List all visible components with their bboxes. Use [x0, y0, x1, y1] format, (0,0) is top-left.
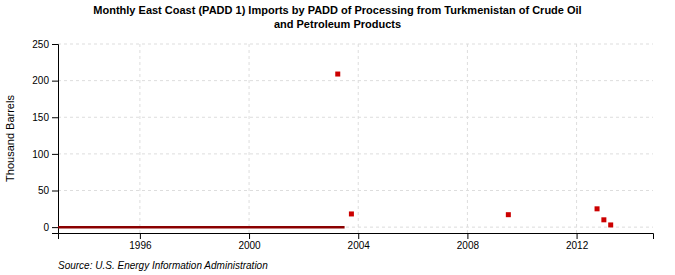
tick-label: 2000	[238, 240, 261, 251]
tick-label: 50	[38, 185, 50, 196]
grid-line	[139, 44, 140, 233]
tick-mark	[577, 233, 578, 239]
grid-line	[58, 117, 653, 118]
axis-line	[52, 45, 59, 234]
tick: 0	[43, 222, 58, 233]
tick-label: 250	[32, 39, 49, 50]
point	[335, 72, 340, 77]
axis-line	[59, 234, 654, 240]
y-axis-label: Thousand Barrels	[4, 95, 16, 182]
tick-label: 2012	[566, 240, 589, 251]
tick-mark	[358, 233, 359, 239]
tick: 200	[32, 75, 58, 86]
grid	[58, 44, 653, 233]
tick-mark	[52, 117, 58, 118]
x-axis: 1996 2000 2004 2008 2012	[59, 233, 654, 251]
tick-mark	[52, 191, 58, 192]
tick-mark	[140, 233, 141, 239]
point	[608, 222, 613, 227]
tick: 2004	[348, 233, 371, 251]
tick: 2000	[238, 233, 261, 251]
grid-line	[58, 44, 653, 45]
chart: Monthly East Coast (PADD 1) Imports by P…	[0, 0, 675, 275]
plot: 1996 2000 2004 2008 2012 0 50 100 150 200 250	[32, 39, 653, 251]
grid-line	[576, 44, 577, 233]
tick-label: 100	[32, 149, 49, 160]
tick-label: 0	[43, 222, 49, 233]
point	[601, 217, 606, 222]
tick-mark	[52, 227, 58, 228]
grid-line	[58, 227, 653, 228]
grid-line	[249, 44, 250, 233]
tick-mark	[249, 233, 250, 239]
tick-label: 200	[32, 75, 49, 86]
grid-line	[58, 80, 653, 81]
tick-mark	[52, 154, 58, 155]
tick: 1996	[129, 233, 152, 251]
grid-line	[58, 153, 653, 154]
tick-label: 150	[32, 112, 49, 123]
line	[58, 226, 345, 229]
marks	[58, 72, 613, 228]
tick-label: 1996	[129, 240, 152, 251]
tick-mark	[467, 233, 468, 239]
tick: 2008	[457, 233, 480, 251]
tick-mark	[52, 44, 58, 45]
tick: 250	[32, 39, 58, 50]
tick: 50	[38, 185, 58, 196]
tick: 100	[32, 149, 58, 160]
tick-mark	[52, 81, 58, 82]
point	[595, 206, 600, 211]
grid-line	[58, 190, 653, 191]
point	[349, 211, 354, 216]
point	[506, 212, 511, 217]
source: Source: U.S. Energy Information Administ…	[58, 260, 268, 271]
grid-line	[358, 44, 359, 233]
tick-label: 2004	[348, 240, 371, 251]
tick-label: 2008	[457, 240, 480, 251]
title: Monthly East Coast (PADD 1) Imports by P…	[93, 4, 581, 30]
y-axis: 0 50 100 150 200 250	[32, 39, 58, 234]
grid-line	[467, 44, 468, 233]
tick: 2012	[566, 233, 589, 251]
tick: 150	[32, 112, 58, 123]
